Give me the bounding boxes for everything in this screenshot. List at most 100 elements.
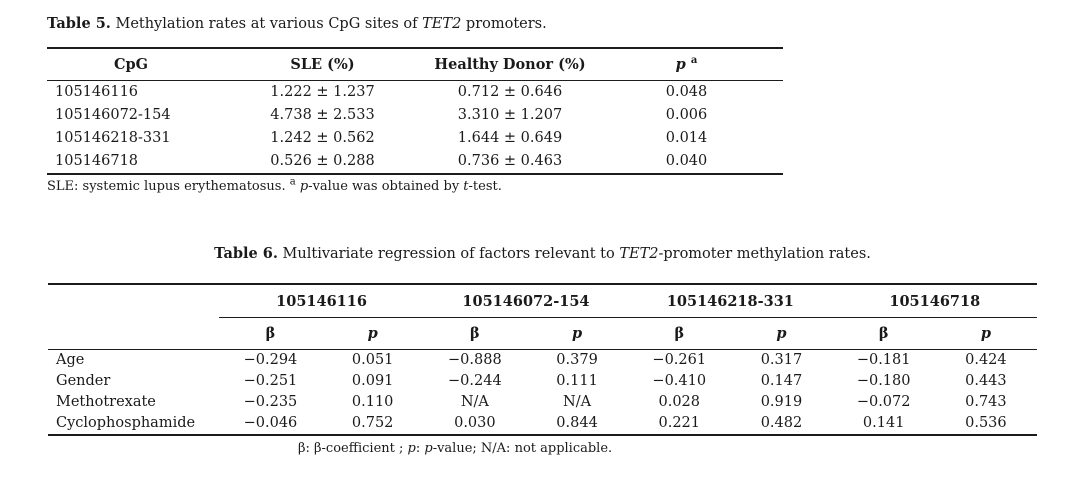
beta-header: β bbox=[219, 317, 322, 350]
beta-cell: 0.221 bbox=[658, 415, 701, 431]
site-header: 105146218-331 bbox=[628, 284, 833, 318]
p-cell: 0.014 bbox=[665, 130, 708, 146]
table5-header-healthy-donor: Healthy Donor (%) bbox=[430, 48, 590, 81]
table5-row: 105146116 1.222 ± 1.237 0.712 ± 0.646 0.… bbox=[47, 81, 783, 105]
table5-footnote-mid: -value was obtained by bbox=[308, 179, 464, 194]
table5-header-cpg: CpG bbox=[47, 48, 215, 81]
table6-footnote-lead: β: β-coefficient ; bbox=[298, 441, 408, 456]
hd-cell: 0.736 ± 0.463 bbox=[457, 153, 563, 169]
p-cell: 0.482 bbox=[760, 415, 803, 431]
beta-header: β bbox=[628, 317, 731, 350]
cpg-cell: 105146072-154 bbox=[55, 107, 171, 123]
sle-cell: 0.526 ± 0.288 bbox=[270, 153, 375, 169]
table6-row: Gender −0.251 0.091 −0.244 0.111 −0.410 … bbox=[48, 371, 1037, 392]
table6-caption: Table 6. Multivariate regression of fact… bbox=[48, 244, 1037, 264]
table6-caption-gene: TET2 bbox=[619, 246, 659, 262]
hd-cell: 1.644 ± 0.649 bbox=[457, 130, 563, 146]
p-cell: 0.317 bbox=[760, 352, 803, 368]
factor-cell: Gender bbox=[56, 373, 111, 389]
p-cell: 0.051 bbox=[351, 352, 394, 368]
site-header: 105146718 bbox=[832, 284, 1037, 318]
beta-cell: −0.181 bbox=[856, 352, 911, 368]
factor-cell: Cyclophosphamide bbox=[56, 415, 196, 431]
table6-site-header-row: 105146116 105146072-154 105146218-331 10… bbox=[48, 284, 1037, 318]
table6-footnote-end: -value; N/A: not applicable. bbox=[432, 441, 613, 456]
p-cell: 0.743 bbox=[965, 394, 1007, 410]
p-superscript: a bbox=[690, 55, 698, 67]
table6-footnote-mid: : bbox=[415, 441, 425, 456]
p-symbol: p bbox=[424, 441, 433, 456]
table6: 105146116 105146072-154 105146218-331 10… bbox=[48, 283, 1037, 436]
table6-footnote: β: β-coefficient ; p: p-value; N/A: not … bbox=[48, 440, 1037, 457]
empty-corner-cell bbox=[48, 317, 220, 350]
empty-corner-cell bbox=[48, 284, 219, 318]
beta-cell: −0.294 bbox=[243, 352, 298, 368]
table5-caption-tail: promoters. bbox=[461, 16, 547, 32]
cpg-cell: 105146718 bbox=[55, 153, 139, 169]
p-cell: 0.147 bbox=[760, 373, 803, 389]
beta-cell: −0.072 bbox=[856, 394, 911, 410]
beta-cell: −0.235 bbox=[243, 394, 298, 410]
table5-header-row: CpG SLE (%) Healthy Donor (%) p a bbox=[47, 48, 783, 81]
factor-cell: Age bbox=[56, 352, 85, 368]
p-cell: 0.110 bbox=[351, 394, 394, 410]
p-cell: 0.379 bbox=[556, 352, 598, 368]
table6-row: Age −0.294 0.051 −0.888 0.379 −0.261 0.3… bbox=[48, 350, 1037, 372]
factor-cell: Methotrexate bbox=[56, 394, 156, 410]
p-header: p bbox=[321, 317, 424, 350]
table5-footnote: SLE: systemic lupus erythematosus. a p-v… bbox=[47, 176, 783, 195]
beta-cell: 0.141 bbox=[862, 415, 905, 431]
t-symbol: t bbox=[463, 179, 469, 194]
table5-section: Table 5. Methylation rates at various Cp… bbox=[47, 14, 783, 195]
sle-cell: 4.738 ± 2.533 bbox=[270, 107, 375, 123]
p-header: p bbox=[525, 317, 629, 350]
site-header: 105146072-154 bbox=[423, 284, 629, 318]
table6-row: Methotrexate −0.235 0.110 N/A N/A 0.028 … bbox=[48, 392, 1037, 413]
table5-header-p: p a bbox=[590, 48, 783, 81]
table5-caption: Table 5. Methylation rates at various Cp… bbox=[47, 14, 783, 34]
p-cell: 0.424 bbox=[965, 352, 1007, 368]
table5-row: 105146718 0.526 ± 0.288 0.736 ± 0.463 0.… bbox=[47, 150, 783, 174]
table6-caption-tail: -promoter methylation rates. bbox=[658, 246, 871, 262]
table5-row: 105146218-331 1.242 ± 0.562 1.644 ± 0.64… bbox=[47, 127, 783, 150]
p-symbol: p bbox=[407, 441, 416, 456]
beta-cell: 0.030 bbox=[454, 415, 496, 431]
beta-cell: −0.180 bbox=[856, 373, 911, 389]
beta-header: β bbox=[832, 317, 935, 350]
p-symbol: p bbox=[299, 179, 309, 194]
table5-row: 105146072-154 4.738 ± 2.533 3.310 ± 1.20… bbox=[47, 104, 783, 127]
hd-cell: 3.310 ± 1.207 bbox=[457, 107, 563, 123]
table6-section: Table 6. Multivariate regression of fact… bbox=[48, 244, 1037, 457]
p-cell: 0.091 bbox=[351, 373, 394, 389]
p-cell: 0.006 bbox=[665, 107, 708, 123]
p-symbol: p bbox=[675, 56, 686, 73]
table5: CpG SLE (%) Healthy Donor (%) p a 105146… bbox=[47, 47, 783, 175]
p-cell: 0.111 bbox=[556, 373, 598, 389]
table6-caption-text: Multivariate regression of factors relev… bbox=[277, 246, 620, 262]
beta-cell: −0.261 bbox=[652, 352, 707, 368]
table6-beta-p-header-row: β p β p β p β p bbox=[48, 317, 1037, 350]
beta-cell: −0.251 bbox=[243, 373, 298, 389]
p-cell: 0.536 bbox=[965, 415, 1007, 431]
p-cell: 0.844 bbox=[556, 415, 598, 431]
p-cell: 0.919 bbox=[760, 394, 803, 410]
table6-row: Cyclophosphamide −0.046 0.752 0.030 0.84… bbox=[48, 413, 1037, 435]
p-cell: 0.443 bbox=[965, 373, 1007, 389]
beta-header: β bbox=[423, 317, 526, 350]
beta-cell: −0.046 bbox=[243, 415, 298, 431]
table5-caption-gene: TET2 bbox=[422, 16, 462, 32]
p-cell: 0.040 bbox=[665, 153, 708, 169]
site-header: 105146116 bbox=[219, 284, 424, 318]
p-cell: 0.048 bbox=[665, 84, 708, 100]
table6-caption-label: Table 6. bbox=[214, 245, 278, 262]
beta-cell: N/A bbox=[460, 394, 489, 410]
sle-cell: 1.242 ± 0.562 bbox=[270, 130, 375, 146]
p-cell: 0.752 bbox=[351, 415, 394, 431]
sle-cell: 1.222 ± 1.237 bbox=[270, 84, 375, 100]
hd-cell: 0.712 ± 0.646 bbox=[457, 84, 563, 100]
table5-caption-label: Table 5. bbox=[47, 15, 111, 32]
p-cell: N/A bbox=[563, 394, 592, 410]
footnote-superscript: a bbox=[289, 176, 296, 188]
table5-footnote-lead: SLE: systemic lupus erythematosus. bbox=[47, 179, 286, 194]
